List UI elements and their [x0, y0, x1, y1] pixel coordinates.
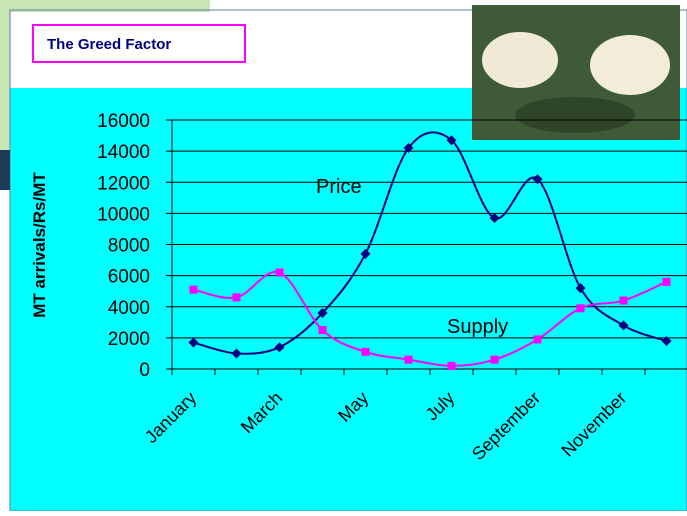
marker	[233, 293, 241, 301]
y-tick-label: 0	[139, 360, 150, 381]
leaves	[515, 97, 635, 133]
y-tick-label: 6000	[108, 267, 150, 288]
marker	[620, 297, 628, 305]
y-tick-label: 8000	[108, 236, 150, 257]
cauliflower	[590, 35, 670, 95]
marker	[362, 348, 370, 356]
marker	[276, 269, 284, 277]
marker	[663, 278, 671, 286]
marker	[190, 286, 198, 294]
marker	[448, 362, 456, 370]
y-tick-label: 14000	[97, 142, 150, 163]
cauliflower	[482, 32, 558, 88]
marker	[491, 356, 499, 364]
y-tick-label: 4000	[108, 298, 150, 319]
marker	[405, 356, 413, 364]
marker	[534, 335, 542, 343]
y-axis-label: MT arrivals/Rs/MT	[30, 172, 49, 318]
y-tick-label: 16000	[97, 111, 150, 132]
y-tick-label: 12000	[97, 173, 150, 194]
series-label: Supply	[447, 316, 508, 338]
chart-title: The Greed Factor	[47, 36, 171, 53]
y-tick-label: 10000	[97, 204, 150, 225]
decor-green-side	[0, 0, 10, 150]
decor-navy	[0, 150, 10, 190]
y-tick-label: 2000	[108, 329, 150, 350]
marker	[577, 304, 585, 312]
marker	[319, 326, 327, 334]
slide: The Greed Factor MT arrivals/Rs/MT Price…	[0, 0, 687, 511]
series-label: Price	[316, 176, 362, 198]
